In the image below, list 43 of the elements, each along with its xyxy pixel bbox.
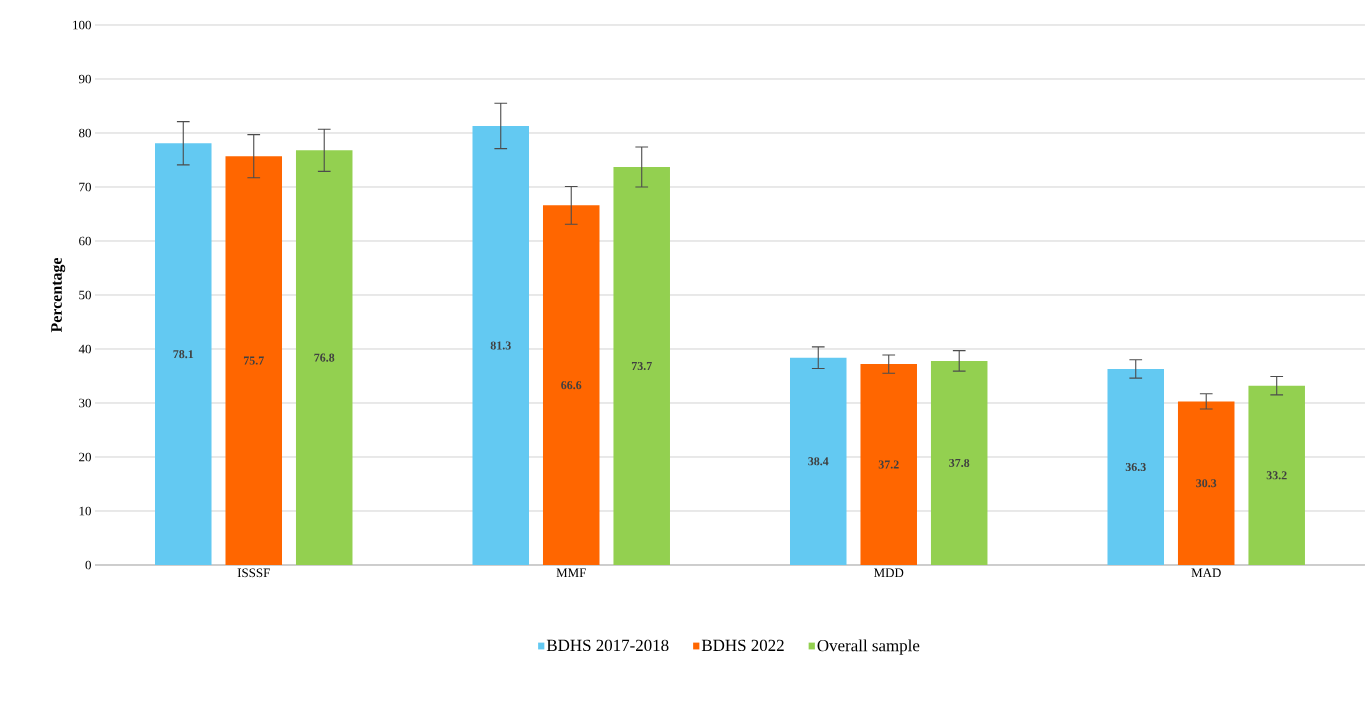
y-tick-label: 70 [79,182,91,192]
bar [225,156,282,565]
y-tick-label: 40 [78,344,91,354]
legend-label: BDHS 2022 [701,639,784,652]
legend-label: BDHS 2017-2018 [546,639,669,652]
y-axis-title: Percentage [51,257,66,333]
bar [472,125,530,565]
bar [295,150,353,565]
bar [930,360,988,565]
data-label: 33.2 [1266,471,1287,480]
bar [1248,385,1305,565]
data-label: 81.3 [490,341,511,350]
data-label: 37.8 [949,458,970,467]
bar [1107,368,1164,565]
y-tick-label: 30 [79,398,91,408]
y-tick-label: 60 [79,236,91,246]
data-label: 36.3 [1125,462,1146,472]
y-tick-label: 0 [85,560,91,570]
y-tick-label: 50 [79,290,91,300]
bar [155,143,212,565]
data-label: 73.7 [631,361,652,371]
y-tick-label: 80 [79,128,91,138]
data-label: 37.2 [878,460,899,469]
x-tick-label: ISSSF [237,568,270,578]
x-tick-label: MAD [1191,568,1221,578]
x-tick-label: MMF [556,568,586,577]
y-tick-label: 10 [79,506,91,516]
bar [542,205,600,565]
bar [613,167,670,565]
x-tick-label: MDD [874,568,904,578]
bar [1177,401,1235,565]
data-label: 38.4 [808,457,829,466]
bar [860,364,917,565]
y-tick-label: 20 [79,452,91,462]
data-label: 30.3 [1196,479,1217,488]
legend-label: Overall sample [817,639,920,655]
data-label: 76.8 [314,353,335,362]
y-tick-label: 100 [73,20,91,30]
data-label: 78.1 [173,350,194,359]
y-tick-label: 90 [78,74,91,84]
data-label: 66.6 [561,381,582,390]
data-label: 75.7 [243,356,264,365]
bar [789,357,847,565]
